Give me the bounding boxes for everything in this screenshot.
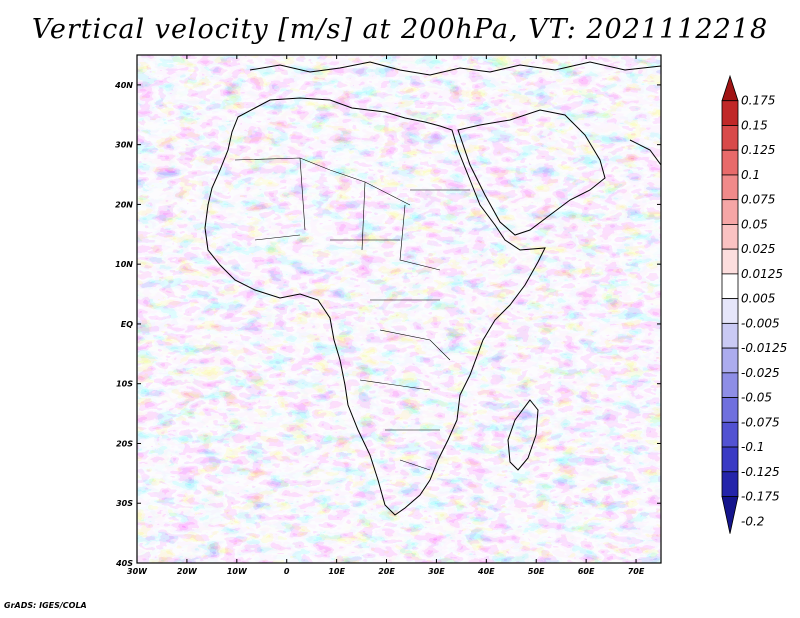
lat-tick-label: 20S [116,439,133,448]
lat-tick-label: 40N [114,81,133,90]
colorbar-box [721,298,739,324]
colorbar-box [721,372,739,398]
colorbar-box [721,248,739,275]
lat-tick-label: 40S [115,559,133,568]
colorbar-box [721,224,739,250]
lat-tick-label: 10S [116,380,133,389]
lon-tick-label: 20E [378,567,395,576]
lon-tick-label: 30E [428,567,445,576]
colorbar-box [721,446,739,473]
colorbar-box [721,421,739,448]
colorbar-box [721,322,739,349]
colorbar-label: 0.05 [741,217,768,231]
colorbar-box [721,100,739,126]
colorbar-box [721,471,739,497]
colorbar-label: -0.125 [741,465,780,479]
chart-title: Vertical velocity [m/s] at 200hPa, VT: 2… [31,14,769,45]
coastlines [204,61,661,516]
colorbar-label: -0.1 [741,440,764,454]
colorbar-box [721,199,739,225]
africa-coastline [204,97,546,516]
colorbar-label: -0.005 [741,316,780,330]
colorbar-label: 0.175 [741,94,775,108]
map-frame [136,54,662,564]
colorbar-label: -0.175 [741,490,780,504]
colorbar-box [721,174,739,201]
grads-credit: GrADS: IGES/COLA [4,601,87,610]
colorbar-label: -0.075 [741,415,780,429]
lon-tick-label: 40E [477,567,495,576]
colorbar-label: 0.125 [741,143,775,157]
lon-tick-label: 60E [578,567,595,576]
colorbar-box [721,347,739,374]
colorbar-box [721,149,739,176]
vertical-velocity-field [137,55,661,563]
india-coastline [629,139,661,166]
longitude-axis: 30W 20W 10W 0 10E 20E 30E 40E 50E 60E 70E [127,55,645,576]
lon-tick-label: 0 [284,567,290,576]
lon-tick-label: 70E [628,567,645,576]
colorbar-label: -0.025 [741,366,780,380]
border-lines [234,157,470,471]
colorbar-bottom-triangle [721,496,739,534]
colorbar-box [721,125,739,151]
lat-tick-label: 30N [115,141,133,150]
colorbar-label: 0.0125 [741,267,783,281]
lat-tick-label: 10N [115,260,133,269]
colorbar-label: 0.075 [741,193,775,207]
colorbar-label: -0.05 [741,391,772,405]
lon-tick-label: 10W [227,567,248,576]
lat-tick-label: 20N [115,200,133,209]
colorbar-label: 0.15 [741,118,768,132]
lon-tick-label: 10E [328,567,345,576]
colorbar-box [721,273,739,300]
colorbar-label: 0.1 [741,168,760,182]
colorbar-top-triangle [721,74,739,102]
colorbar-label: 0.005 [741,292,775,306]
colorbar-label: -0.2 [741,514,764,528]
lon-tick-label: 50E [528,567,545,576]
lon-tick-label: 20W [177,567,198,576]
lon-tick-label: 30W [127,567,148,576]
colorbar-box [721,397,739,423]
colorbar: 0.175 0.15 0.125 0.1 0.075 0.05 0.025 0.0125 0.0… [721,74,787,534]
colorbar-label: 0.025 [741,242,775,256]
madagascar-coastline [507,399,539,471]
europe-coastline [249,61,661,76]
colorbar-label: -0.0125 [741,341,787,355]
lat-tick-label: 30S [116,499,133,508]
latitude-axis: 40N 30N 20N 10N EQ 10S 20S 30S 40S [114,81,661,568]
lat-tick-label: EQ [121,320,133,329]
arabia-coastline [457,109,606,236]
